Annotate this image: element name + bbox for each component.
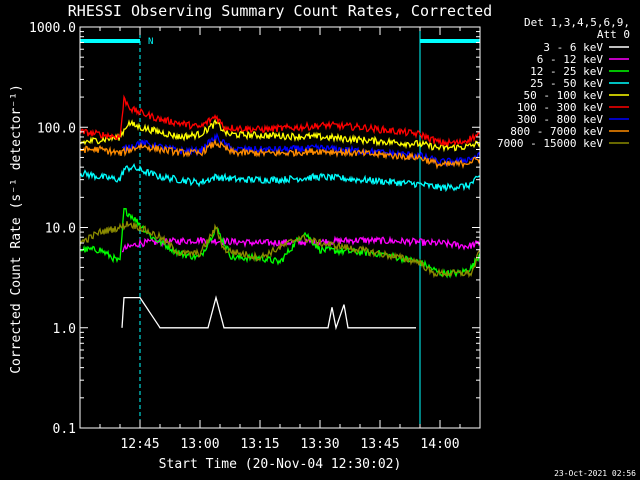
- legend-label: 3 - 6 keV: [543, 41, 603, 54]
- y-axis: 1000.0 100.0 10.0 1.0 0.1: [29, 21, 480, 437]
- x-tick-label: 14:00: [420, 437, 459, 452]
- legend-header: Att 0: [597, 28, 630, 41]
- series-line: [121, 235, 481, 253]
- y-axis-label: Corrected Count Rate (s⁻¹ detector⁻¹): [9, 84, 24, 374]
- x-tick-label: 13:30: [300, 437, 339, 452]
- night-label: N: [148, 37, 153, 47]
- y-tick-label: 100.0: [37, 121, 76, 136]
- plot-area: N: [79, 26, 481, 429]
- legend-label: 25 - 50 keV: [530, 77, 603, 90]
- x-axis: 12:45 13:00 13:15 13:30 13:45 14:00: [99, 27, 461, 452]
- x-tick-label: 13:15: [240, 437, 279, 452]
- legend-label: 6 - 12 keV: [537, 53, 604, 66]
- y-tick-label: 10.0: [45, 222, 76, 237]
- footer-timestamp: 23-Oct-2021 02:56: [554, 469, 636, 478]
- series-line: [79, 162, 481, 193]
- legend-label: 100 - 300 keV: [517, 101, 603, 114]
- legend-label: 12 - 25 keV: [530, 65, 603, 78]
- x-tick-label: 12:45: [120, 437, 159, 452]
- legend-header: Det 1,3,4,5,6,9,: [524, 16, 630, 29]
- series-line: [79, 94, 481, 148]
- x-tick-label: 13:00: [180, 437, 219, 452]
- legend-label: 300 - 800 keV: [517, 113, 603, 126]
- y-tick-label: 0.1: [53, 422, 76, 437]
- series-line: [79, 118, 481, 153]
- chart-title: RHESSI Observing Summary Count Rates, Co…: [68, 2, 492, 20]
- series-line: [79, 221, 481, 279]
- x-tick-label: 13:45: [360, 437, 399, 452]
- y-tick-label: 1.0: [53, 322, 76, 337]
- legend-label: 50 - 100 keV: [524, 89, 604, 102]
- y-tick-label: 1000.0: [29, 21, 76, 36]
- x-axis-label: Start Time (20-Nov-04 12:30:02): [159, 457, 402, 472]
- legend-label: 800 - 7000 keV: [510, 125, 603, 138]
- series-line: [121, 295, 416, 331]
- series-line: [79, 138, 481, 170]
- legend-label: 7000 - 15000 keV: [497, 137, 603, 150]
